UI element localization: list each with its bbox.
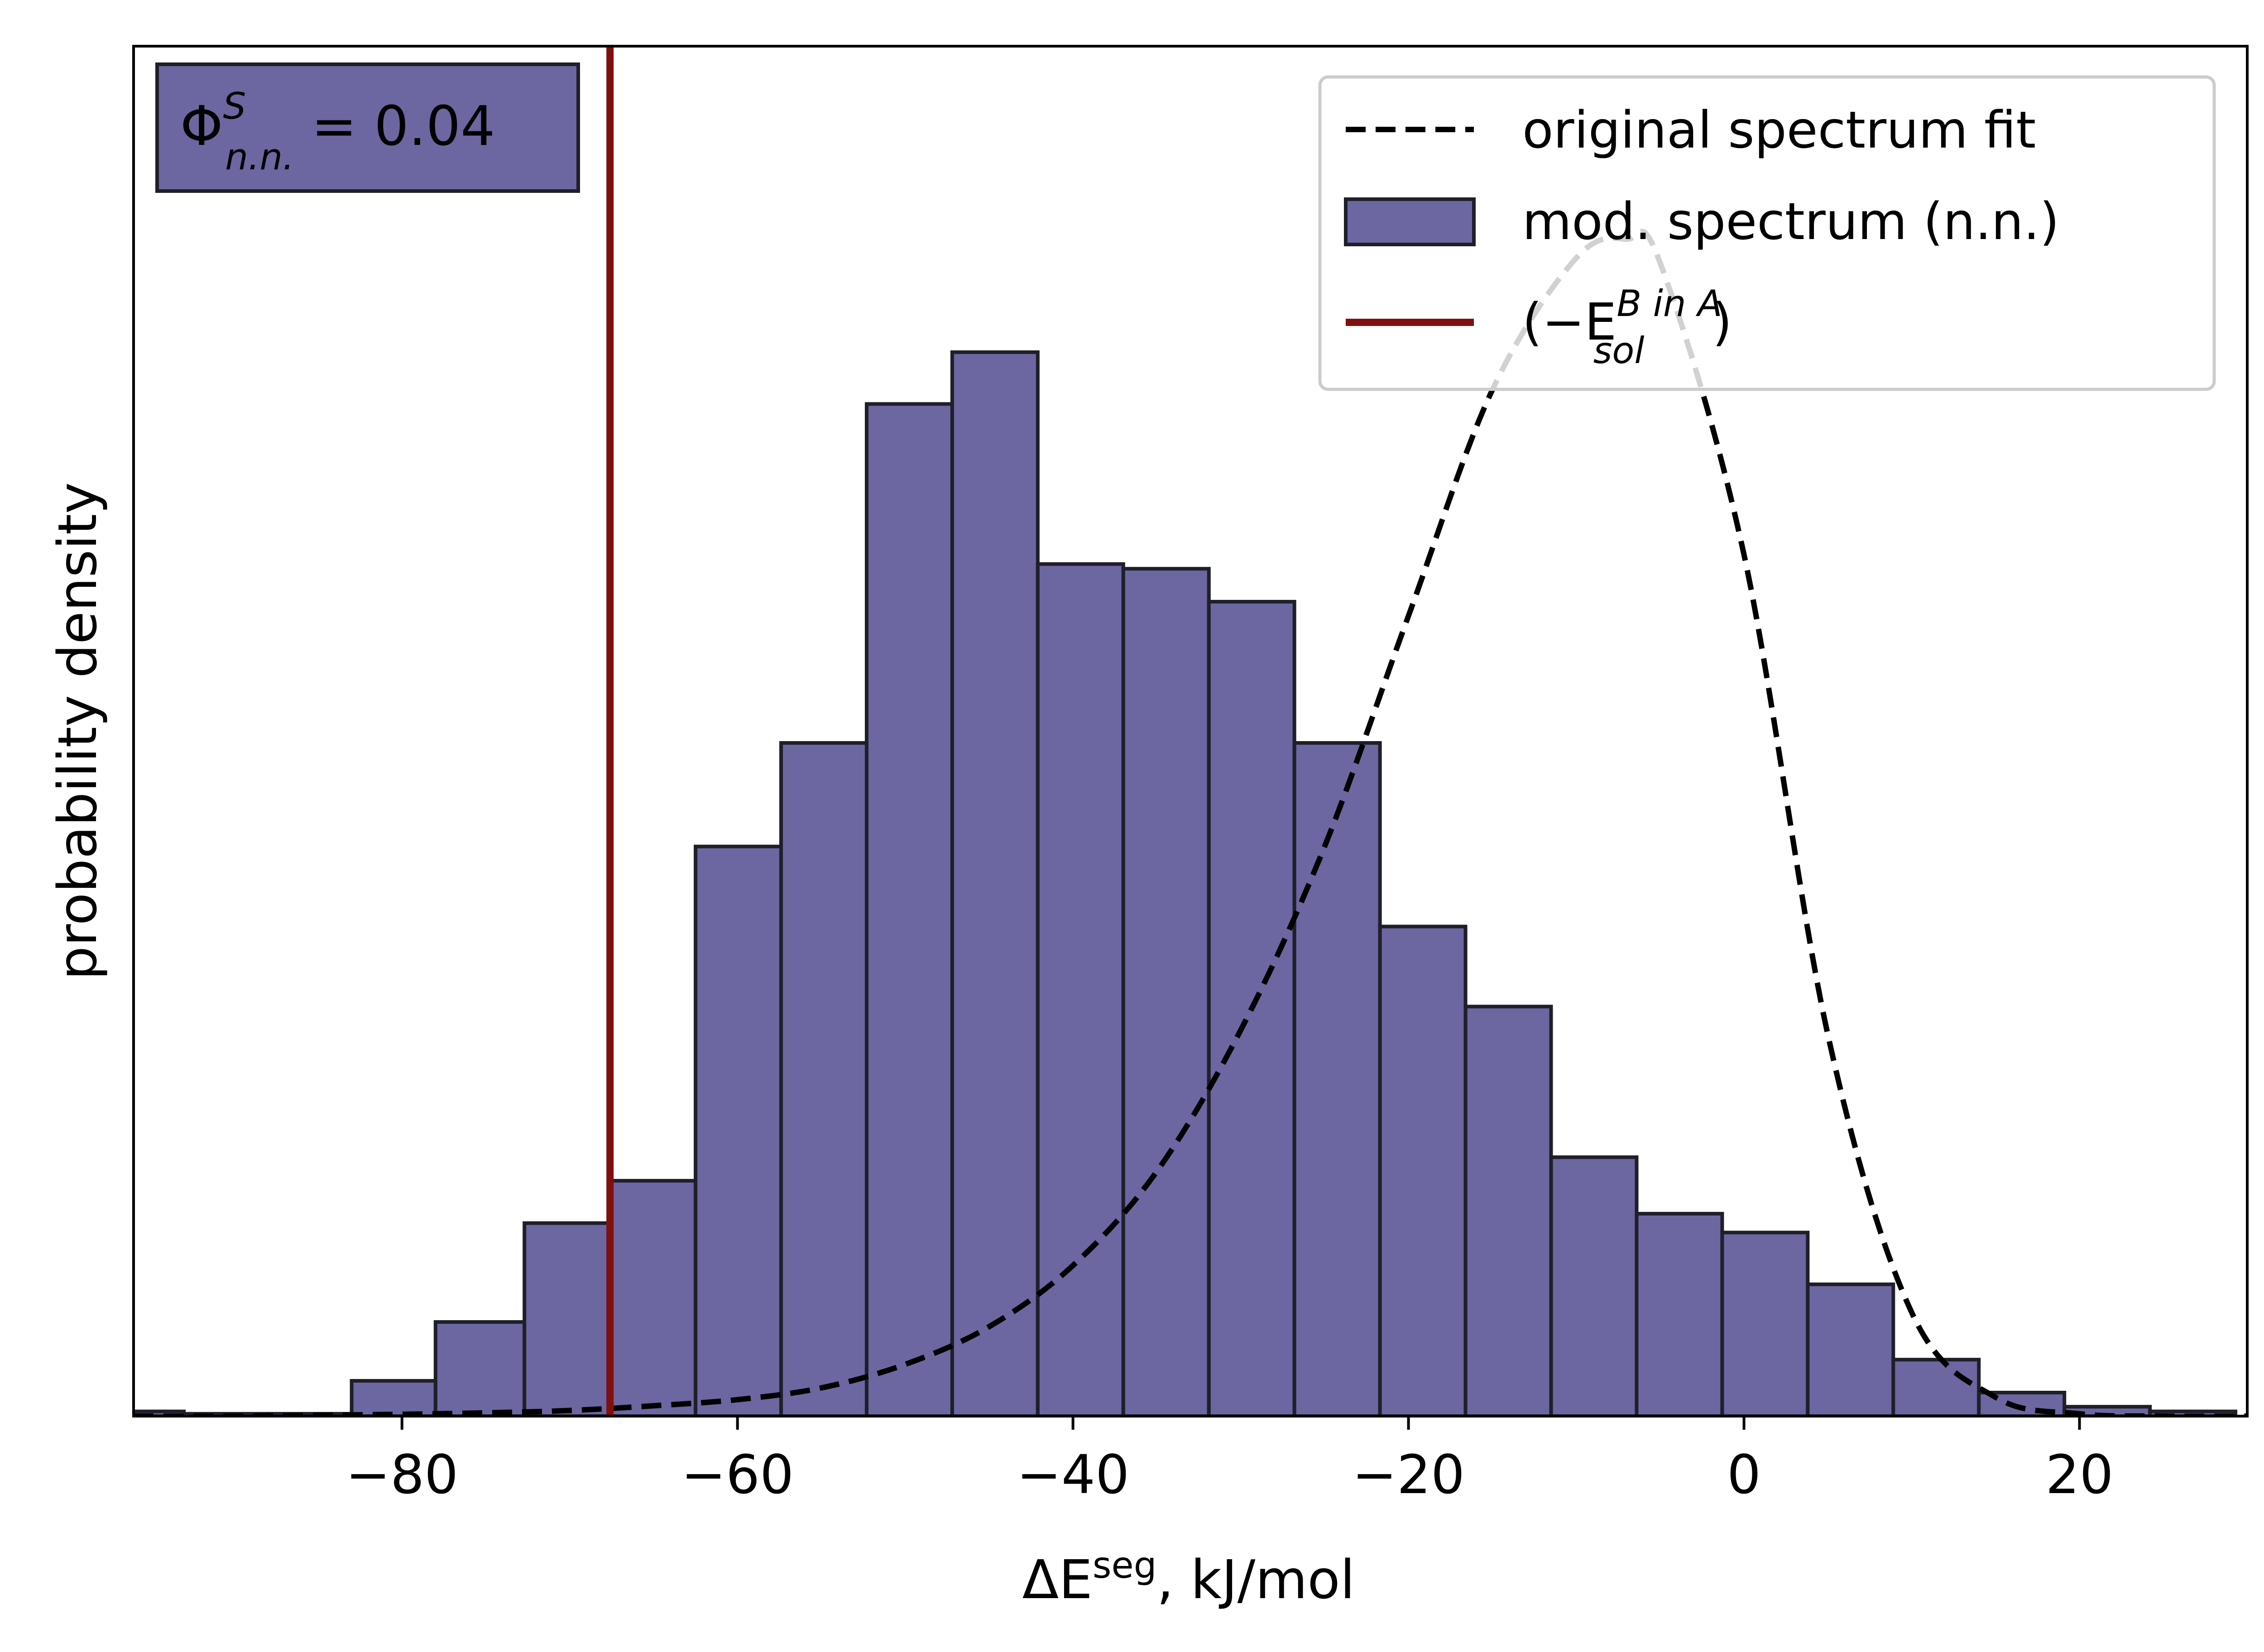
histogram-bar [1036,562,1125,1416]
x-tick-label: −60 [681,1443,794,1506]
phi-annotation: ΦS n.n. = 0.04 [155,62,580,193]
histogram-bar [1292,741,1382,1416]
x-tick-label: −80 [345,1443,458,1506]
histogram-bar [1121,567,1211,1416]
histogram-bar [1635,1211,1724,1416]
x-ticks: −80 −60 −40 −20 0 20 [345,1416,2114,1506]
plot-frame [132,45,2249,1417]
histogram-bar [350,1379,437,1416]
phi-annotation-box [155,62,580,193]
fit-curve-line [134,229,2247,1416]
x-tick-label: 0 [1727,1443,1761,1506]
histogram-bar [523,1221,612,1416]
x-tick-label: −40 [1017,1443,1129,1506]
histogram-bar [1463,1005,1553,1416]
histogram-bar [1891,1358,1981,1416]
phi-annotation-text: ΦS n.n. = 0.04 [180,85,495,178]
x-tick-label: −20 [1352,1443,1465,1506]
legend-hist-swatch [1344,197,1476,246]
x-tick-label: 20 [2045,1443,2113,1506]
histogram-bar [608,1179,698,1416]
y-axis-label: probability density [46,482,109,980]
histogram-bar [694,844,783,1416]
legend-fit-label: original spectrum fit [1522,101,2036,160]
histogram-bar [864,402,954,1416]
histogram-bar [1549,1155,1639,1416]
histogram-bar [433,1320,527,1416]
histogram-bar [950,350,1040,1416]
fit-curve-layer [134,229,2247,1416]
x-axis-label: ΔEseg, kJ/mol [1022,1544,1355,1611]
x-axis-label-sup: seg [1093,1544,1157,1586]
histogram-bar [1378,924,1468,1416]
histogram-bar [1720,1231,1810,1416]
histogram-bar [779,741,868,1416]
histogram-bar [1806,1282,1895,1416]
legend-hist-label: mod. spectrum (n.n.) [1522,192,2059,251]
legend-box [1318,75,2216,391]
legend: original spectrum fit mod. spectrum (n.n… [1318,75,2216,391]
